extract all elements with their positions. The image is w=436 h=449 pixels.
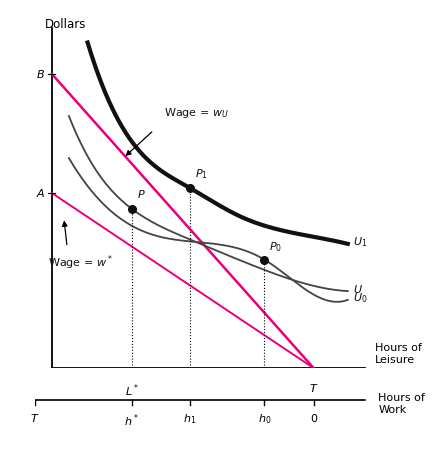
Text: Wage = $w_U$: Wage = $w_U$ xyxy=(164,106,229,119)
Text: $T$: $T$ xyxy=(309,382,319,394)
Text: $P_1$: $P_1$ xyxy=(195,167,208,181)
Text: $h_0$: $h_0$ xyxy=(258,412,271,426)
Text: $L^*$: $L^*$ xyxy=(125,382,139,399)
Text: $A$: $A$ xyxy=(36,187,45,199)
Text: Hours of
Work: Hours of Work xyxy=(378,393,425,415)
Text: $P_0$: $P_0$ xyxy=(269,241,282,254)
Text: Dollars: Dollars xyxy=(45,18,86,31)
Text: $B$: $B$ xyxy=(36,68,45,80)
Text: $U$: $U$ xyxy=(353,283,363,295)
Text: $h^*$: $h^*$ xyxy=(124,412,139,429)
Text: Hours of
Leisure: Hours of Leisure xyxy=(375,343,422,365)
Text: $0$: $0$ xyxy=(310,412,318,424)
Text: Wage = $w^*$: Wage = $w^*$ xyxy=(48,254,113,273)
Text: $P$: $P$ xyxy=(137,188,146,200)
Text: $h_1$: $h_1$ xyxy=(183,412,196,426)
Text: $U_1$: $U_1$ xyxy=(353,235,367,249)
Text: $T$: $T$ xyxy=(30,412,40,424)
Text: $U_0$: $U_0$ xyxy=(353,291,368,305)
